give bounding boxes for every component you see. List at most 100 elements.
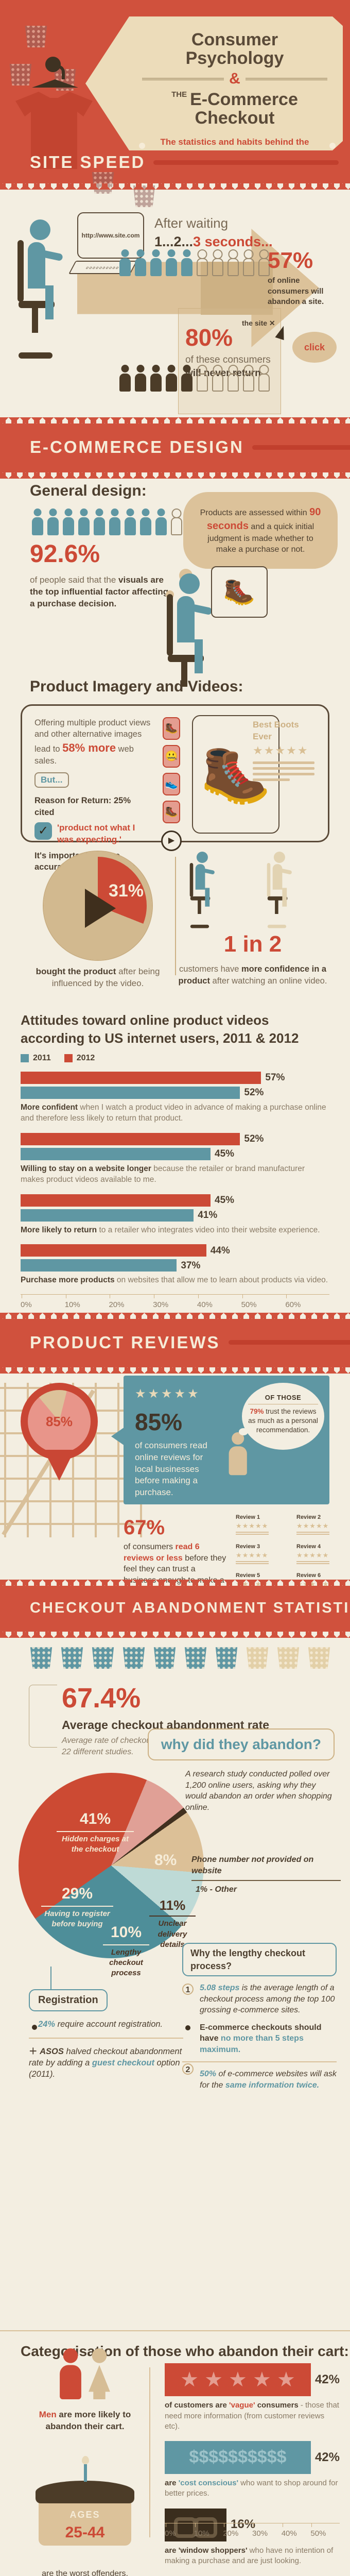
person-icon [227, 249, 239, 276]
page-title: Consumer Psychology [185, 30, 284, 68]
click-bubble: click [292, 332, 337, 363]
video-purchase-pie: 31% [44, 852, 152, 960]
person-icon [139, 509, 152, 536]
person-icon [109, 509, 121, 536]
visuals-stat: 92.6% of people said that the visuals ar… [30, 540, 169, 608]
basket-icon [30, 1647, 52, 1669]
thumbnail-sole-icon[interactable]: 👟 [163, 773, 180, 796]
cost-banner: $$$$$$$$$$ 42% are 'cost conscious' who … [165, 2441, 340, 2499]
vague-banner: ★ ★ ★ ★ ★ 42% of customers are 'vague' c… [165, 2363, 340, 2432]
speech-bubble: OF THOSE 79% trust the reviews as much a… [239, 1383, 324, 1450]
dollars-banner: $$$$$$$$$$ [165, 2441, 311, 2475]
connector-box [178, 308, 281, 414]
person-icon [258, 249, 270, 276]
window-banner: 16% are 'window shoppers' who have no in… [165, 2508, 340, 2567]
return-reason: Reason for Return: 25% cited [34, 796, 131, 817]
pie-label-register: 29% Having to register before buying [41, 1884, 113, 1929]
basket-icon [9, 64, 32, 86]
play-icon [85, 889, 116, 928]
hanger-icon [32, 65, 78, 92]
glasses-icon [165, 2508, 226, 2541]
attitudes-bar-group: 52% 45% Willing to stay on a website longe… [21, 1132, 305, 1184]
url-text: http://www.site.com [81, 231, 140, 239]
thumbnail-zip-icon[interactable]: 🤐 [163, 745, 180, 768]
person-icon [31, 509, 44, 536]
tag-hole [45, 57, 61, 72]
basket-icon [92, 1647, 114, 1669]
men-stat: Men are more likely to abandon their car… [31, 2365, 139, 2433]
six-value: 67% [124, 1516, 165, 1539]
man-icon [59, 2348, 82, 2400]
abandon-stat: 57% of online consumers will abandon a s… [268, 245, 324, 307]
lengthy-checkout-box: Why the lengthy checkout process? 1 5.08 … [182, 1943, 337, 2097]
visuals-pictogram [30, 509, 350, 538]
section-reviews: 85% ★★★★★ 85% of consumers read online r… [0, 1376, 350, 1596]
abandon-text: of online consumers will abandon a site. [268, 276, 324, 306]
basket-icon [92, 172, 114, 194]
divider [149, 2367, 150, 2538]
title-ampersand: & [142, 69, 328, 90]
section-band-product-reviews: PRODUCT REVIEWS [0, 1312, 350, 1374]
basket-icon [122, 1647, 145, 1669]
person-icon [181, 365, 193, 392]
review-card: Review 4 ★★★★★ [296, 1543, 344, 1568]
section-band-checkout: CHECKOUT ABANDONMENT STATISTICS [0, 1580, 350, 1638]
person-icon [165, 249, 178, 276]
pie-label-phone: Phone number not provided on website [191, 1854, 341, 1881]
title-tag: Consumer Psychology & THE E-Commerce Chec… [85, 16, 343, 150]
basket-icon [61, 1647, 83, 1669]
chart-legend: 2011 2012 [21, 1053, 329, 1064]
abandon-pie-chart: 41% Hidden charges at the checkout 8% Pho… [0, 1773, 350, 2090]
section-site-speed: http://www.site.com oooooooooo After wai… [0, 183, 350, 415]
play-button[interactable]: ▶ [161, 831, 182, 852]
basket-icon [25, 26, 47, 47]
rating-stars: ★★★★★ [253, 743, 309, 757]
abandon-pie [19, 1773, 204, 1959]
person-icon [228, 1432, 248, 1476]
lengthy-point-1: 1 5.08 steps is the average length of a c… [182, 1982, 337, 2016]
pin-value: 85% [45, 1413, 73, 1429]
page-title-line2: THE E-Commerce Checkout [171, 89, 298, 128]
pie-label-delivery: 11% Unclear delivery details [149, 1896, 196, 1950]
site-close-label[interactable]: the site ✕ [242, 319, 275, 327]
person-icon [124, 509, 136, 536]
divider [175, 857, 176, 976]
person-icon [150, 249, 162, 276]
pie-label-phone-value: 8% [154, 1852, 177, 1869]
woman-icon [88, 2348, 112, 2399]
why-abandon-note: A research study conducted polled over 1… [185, 1770, 332, 1812]
person-icon [196, 365, 208, 392]
section-design: General design: 92.6% of people said tha… [0, 481, 350, 713]
attitudes-bar-group: 44% 37% Purchase more products on websites… [21, 1244, 328, 1285]
read-reviews-value: 85% [135, 1408, 183, 1435]
section-band-ecommerce-design: E-COMMERCE DESIGN [0, 417, 350, 479]
lengthy-point-2: 2 50% of e-commerce websites will ask for… [182, 2061, 337, 2091]
rate-value: 67.4% [62, 1683, 141, 1714]
header: Consumer Psychology & THE E-Commerce Chec… [0, 0, 350, 207]
one-in-two-value: 1 in 2 [223, 931, 282, 957]
pin-pie: 85% [28, 1390, 91, 1453]
ages-caption: are the worst offenders, when it comes t… [42, 2569, 128, 2576]
thumbnail-side-icon[interactable]: 🥾 [163, 801, 180, 824]
section-title: PRODUCT REVIEWS [30, 1332, 220, 1352]
description-lines [253, 761, 314, 781]
basket-icon [246, 1647, 269, 1669]
person-icon [47, 509, 59, 536]
product-thumbnails: 🥾 🤐 👟 🥾 ▶ [161, 717, 182, 852]
pie-label-other: 1% - Other [196, 1885, 237, 1894]
person-icon [93, 509, 106, 536]
basket-icon [184, 1647, 207, 1669]
person-icon [242, 249, 255, 276]
but-label: But... [34, 772, 69, 788]
person-icon [170, 509, 183, 536]
browser-url-bubble: http://www.site.com [77, 212, 144, 259]
product-imagery-panel: Offering multiple product views and othe… [21, 704, 329, 872]
basket-icon [308, 1647, 330, 1669]
section-title-site-speed: SITE SPEED [30, 151, 339, 174]
thumbnail-boot-icon[interactable]: 🥾 [163, 717, 180, 740]
pie-label-lengthy: 10% Lengthy checkout process [103, 1922, 149, 1978]
attitudes-bar-group: 57% 52% More confident when I watch a prod… [21, 1071, 326, 1123]
product-title: Best Boots Ever [253, 720, 299, 741]
rating-stars: ★★★★★ [135, 1387, 201, 1401]
legend-2012: 2012 [64, 1053, 95, 1064]
